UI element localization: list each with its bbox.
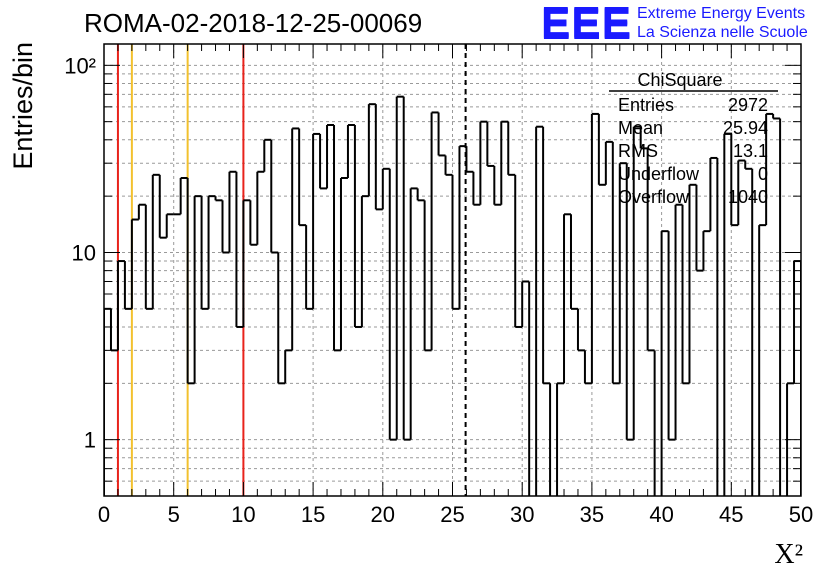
x-tick-label: 30 [510, 502, 534, 527]
stats-value: 1040 [728, 187, 768, 207]
stats-label: Mean [618, 118, 663, 138]
stats-value: 0 [758, 164, 768, 184]
stats-label: RMS [618, 141, 658, 161]
x-axis-label: X² [774, 539, 803, 570]
x-tick-label: 5 [168, 502, 180, 527]
eee-logo-mark: EEE [541, 0, 633, 48]
eee-logo: EEE Extreme Energy Events La Scienza nel… [541, 0, 808, 48]
stats-value: 25.94 [723, 118, 768, 138]
stats-value: 13.1 [733, 141, 768, 161]
logo-line-1: Extreme Energy Events [637, 5, 806, 22]
y-tick-label: 10² [64, 53, 96, 78]
stats-title: ChiSquare [637, 70, 722, 90]
x-tick-label: 40 [649, 502, 673, 527]
chart-title: ROMA-02-2018-12-25-00069 [84, 8, 423, 38]
x-tick-label: 45 [719, 502, 743, 527]
stats-label: Underflow [618, 164, 700, 184]
x-tick-label: 10 [231, 502, 255, 527]
y-tick-label: 10 [72, 240, 96, 265]
stats-label: Overflow [618, 187, 690, 207]
x-tick-label: 25 [440, 502, 464, 527]
stats-value: 2972 [728, 95, 768, 115]
logo-line-2: La Scienza nelle Scuole [637, 24, 808, 41]
x-tick-label: 20 [371, 502, 395, 527]
y-tick-label: 1 [84, 428, 96, 453]
x-tick-label: 35 [580, 502, 604, 527]
x-tick-label: 50 [789, 502, 813, 527]
x-tick-label: 15 [301, 502, 325, 527]
x-tick-label: 0 [98, 502, 110, 527]
eee-logo-text: Extreme Energy Events La Scienza nelle S… [637, 4, 808, 42]
y-axis-label: Entries/bin [8, 42, 38, 170]
stats-label: Entries [618, 95, 674, 115]
